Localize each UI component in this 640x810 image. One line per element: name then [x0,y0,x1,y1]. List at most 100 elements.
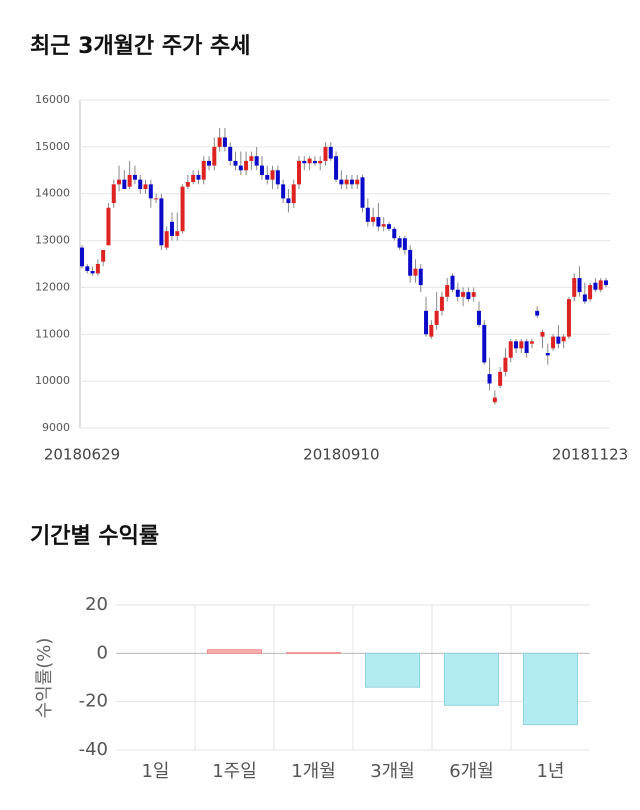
candle-body [450,275,455,290]
candle-body [106,207,111,246]
candle-body [95,264,100,274]
candle-body [148,184,153,199]
candle-body [593,282,598,290]
candle-body [349,179,354,185]
x-tick-label: 1주일 [212,761,257,782]
candle-body [514,341,519,349]
candle-body [561,336,566,342]
candle-body [386,224,391,229]
chart-title: 최근 3개월간 주가 추세 [30,34,250,59]
candle-body [334,156,339,180]
candle-body [233,160,238,166]
candle-body [598,280,603,290]
candle-body [418,268,423,286]
bar [444,652,499,706]
candle-body [524,341,529,354]
candle-body [80,247,84,267]
x-tick-label: 1개월 [291,761,336,782]
candle-body [180,186,185,232]
candle-body [318,160,323,164]
bar [207,649,262,654]
y-tick-label: 16000 [35,93,70,106]
candle-body [281,184,286,199]
y-tick-label: 12000 [35,280,70,293]
candle-body [175,231,180,236]
chart-title: 기간별 수익률 [30,524,159,549]
candle-body [402,238,407,250]
candle-body [270,170,275,180]
candle-body [138,179,143,190]
y-tick-label: 14000 [35,187,70,200]
candle-body [85,266,90,272]
x-tick-label: 20180629 [44,446,120,464]
y-tick-label: 11000 [35,327,70,340]
candle-body [492,397,497,403]
candle-body [90,271,95,274]
candle-body [259,165,264,175]
candle-body [196,174,201,180]
candle-body [545,353,550,356]
candle-body [275,170,280,185]
candle-body [191,174,196,182]
candle-body [207,160,212,166]
candle-body [556,336,561,344]
candle-body [476,310,481,325]
candle-body [519,341,524,349]
candle-body [355,179,360,185]
candle-body [397,238,402,248]
candle-body [572,278,577,297]
candle-body [201,160,206,180]
candle-body [466,292,471,300]
candle-body [461,292,466,297]
candle-body [424,310,429,335]
candle-body [434,310,439,325]
y-tick-label: -20 [79,691,108,712]
candle-body [307,158,312,164]
candle-body [413,268,418,276]
y-tick-label: 10000 [35,374,70,387]
candle-body [439,296,444,311]
candle-body [132,174,137,180]
candle-body [471,292,476,297]
y-axis-label: 수익률(%) [34,638,55,719]
candle-body [408,249,413,276]
bar [286,652,341,654]
candle-body [503,357,508,372]
candle-body [529,341,534,344]
candle-body [185,182,190,187]
candle-body [265,174,270,180]
candle-body [582,294,587,302]
x-tick-label: 6개월 [449,761,494,782]
candle-body [445,285,450,297]
candle-body [371,217,376,222]
x-tick-label: 1년 [536,761,564,782]
candle-body [566,299,571,337]
candle-body [339,179,344,185]
candle-body [143,184,148,190]
candle-body [344,179,349,185]
candle-body [588,285,593,300]
candle-body [159,198,164,246]
candle-body [360,177,365,208]
candle-body [392,228,397,239]
candle-body [455,289,460,297]
x-tick-label: 20180910 [303,446,379,464]
candle-body [249,156,254,161]
candle-body [328,146,333,159]
candle-body [551,336,556,349]
candle-body [291,184,296,204]
y-tick-label: 20 [85,594,108,615]
x-tick-label: 1일 [141,761,169,782]
candle-body [154,198,159,200]
candle-body [222,137,227,147]
candle-body [254,156,259,166]
candle-body [217,137,222,147]
candle-body [365,207,370,222]
candle-body [429,324,434,337]
y-tick-label: 15000 [35,140,70,153]
candle-body [169,221,174,236]
candle-body [302,160,307,164]
candle-body [323,146,328,161]
candle-body [487,374,492,384]
